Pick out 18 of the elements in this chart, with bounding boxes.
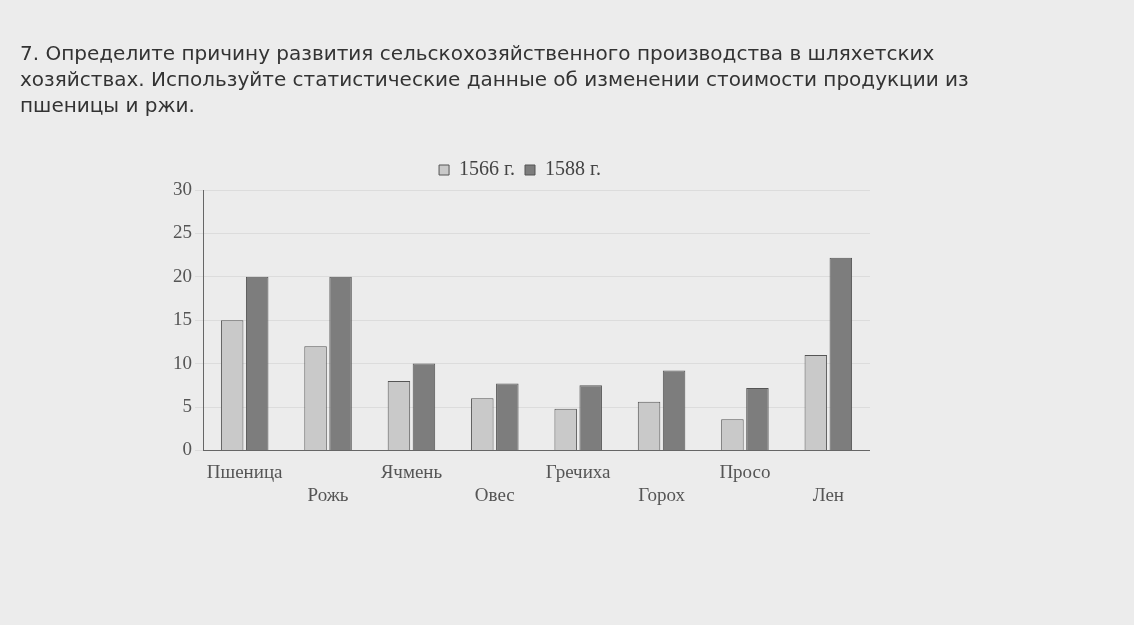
x-tick-label: Пшеница — [206, 460, 284, 482]
y-tick-label: 25 — [173, 221, 192, 243]
chart-title: 7. Определите причину развития сельскохозяйственного производства в шляхетских хозяйствах. Используйте статистические данные об изменении стоимости продукции из пшеницы и ржи. — [20, 40, 970, 118]
y-tick-label: 20 — [173, 264, 192, 286]
legend-label: 1588 г. — [545, 157, 601, 180]
y-tick-label: 30 — [173, 177, 192, 199]
x-tick-label: Просо — [719, 460, 771, 482]
y-tick-label: 5 — [182, 394, 192, 416]
y-tick-label: 15 — [173, 308, 192, 330]
x-tick-label: Ячмень — [380, 460, 443, 482]
y-tick-label: 10 — [173, 351, 192, 373]
x-tick-label: Овес — [474, 483, 515, 505]
x-tick-label: Гречиха — [545, 460, 612, 482]
x-tick-label: Лен — [812, 483, 844, 505]
x-tick-label: Горох — [638, 483, 686, 505]
y-tick-label: 0 — [182, 438, 192, 460]
x-tick-label: Рожь — [307, 483, 349, 505]
legend-label: 1566 г. — [459, 157, 516, 180]
